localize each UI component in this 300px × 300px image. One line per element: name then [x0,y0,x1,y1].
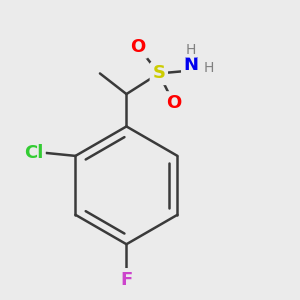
Text: H: H [204,61,214,75]
Text: N: N [184,56,199,74]
Text: F: F [120,271,133,289]
Text: Cl: Cl [24,144,43,162]
Text: S: S [152,64,165,82]
Text: H: H [186,43,196,57]
Text: O: O [130,38,146,56]
Text: O: O [166,94,181,112]
